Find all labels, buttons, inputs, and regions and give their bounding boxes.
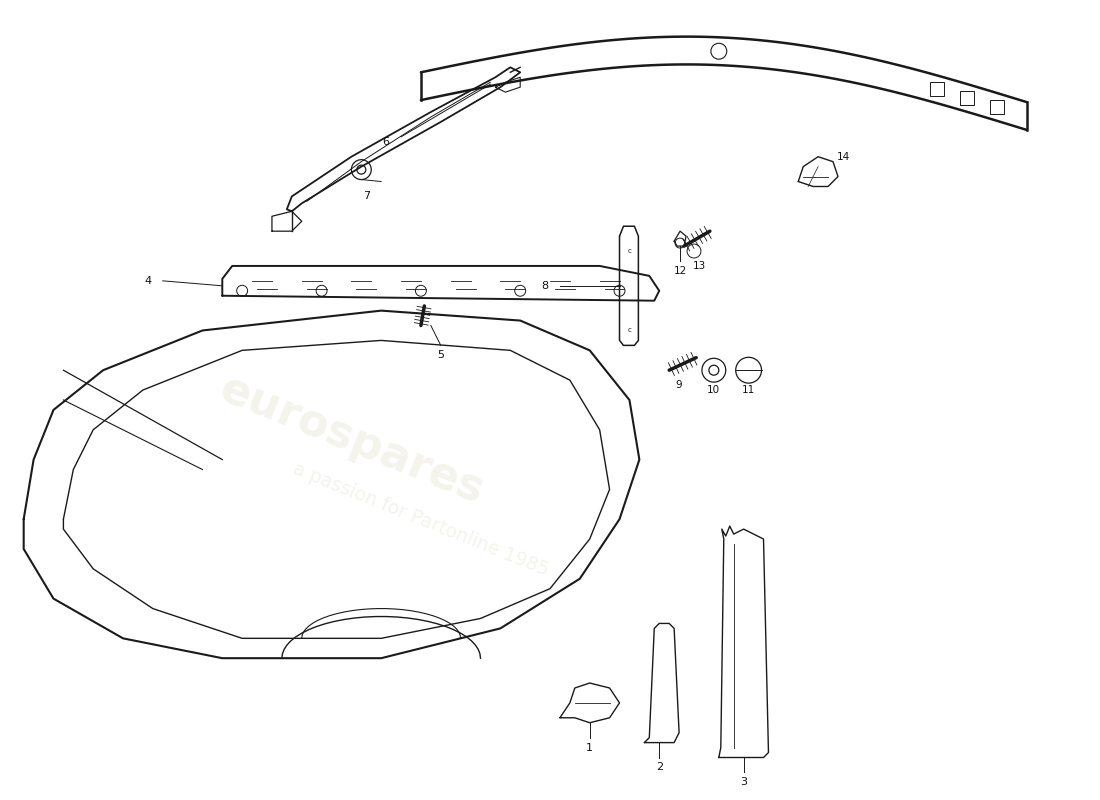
Text: c: c (627, 327, 631, 334)
Text: 5: 5 (438, 350, 444, 360)
Bar (960, 91, 974, 105)
Text: 13: 13 (692, 261, 705, 271)
Text: a passion for Partonline 1985: a passion for Partonline 1985 (290, 459, 552, 579)
Text: 7: 7 (363, 191, 370, 202)
Text: 1: 1 (586, 742, 593, 753)
Text: 11: 11 (742, 385, 756, 395)
Text: 12: 12 (673, 266, 686, 276)
Text: 6: 6 (383, 137, 389, 147)
Bar (931, 82, 944, 96)
Text: 8: 8 (541, 281, 549, 290)
Text: 10: 10 (707, 385, 721, 395)
Text: 14: 14 (836, 152, 849, 162)
Text: 3: 3 (740, 778, 747, 787)
Text: 9: 9 (675, 380, 682, 390)
Bar (990, 100, 1004, 114)
Text: c: c (627, 248, 631, 254)
Text: 4: 4 (144, 276, 152, 286)
Text: eurospares: eurospares (213, 367, 490, 512)
Text: 2: 2 (656, 762, 663, 773)
